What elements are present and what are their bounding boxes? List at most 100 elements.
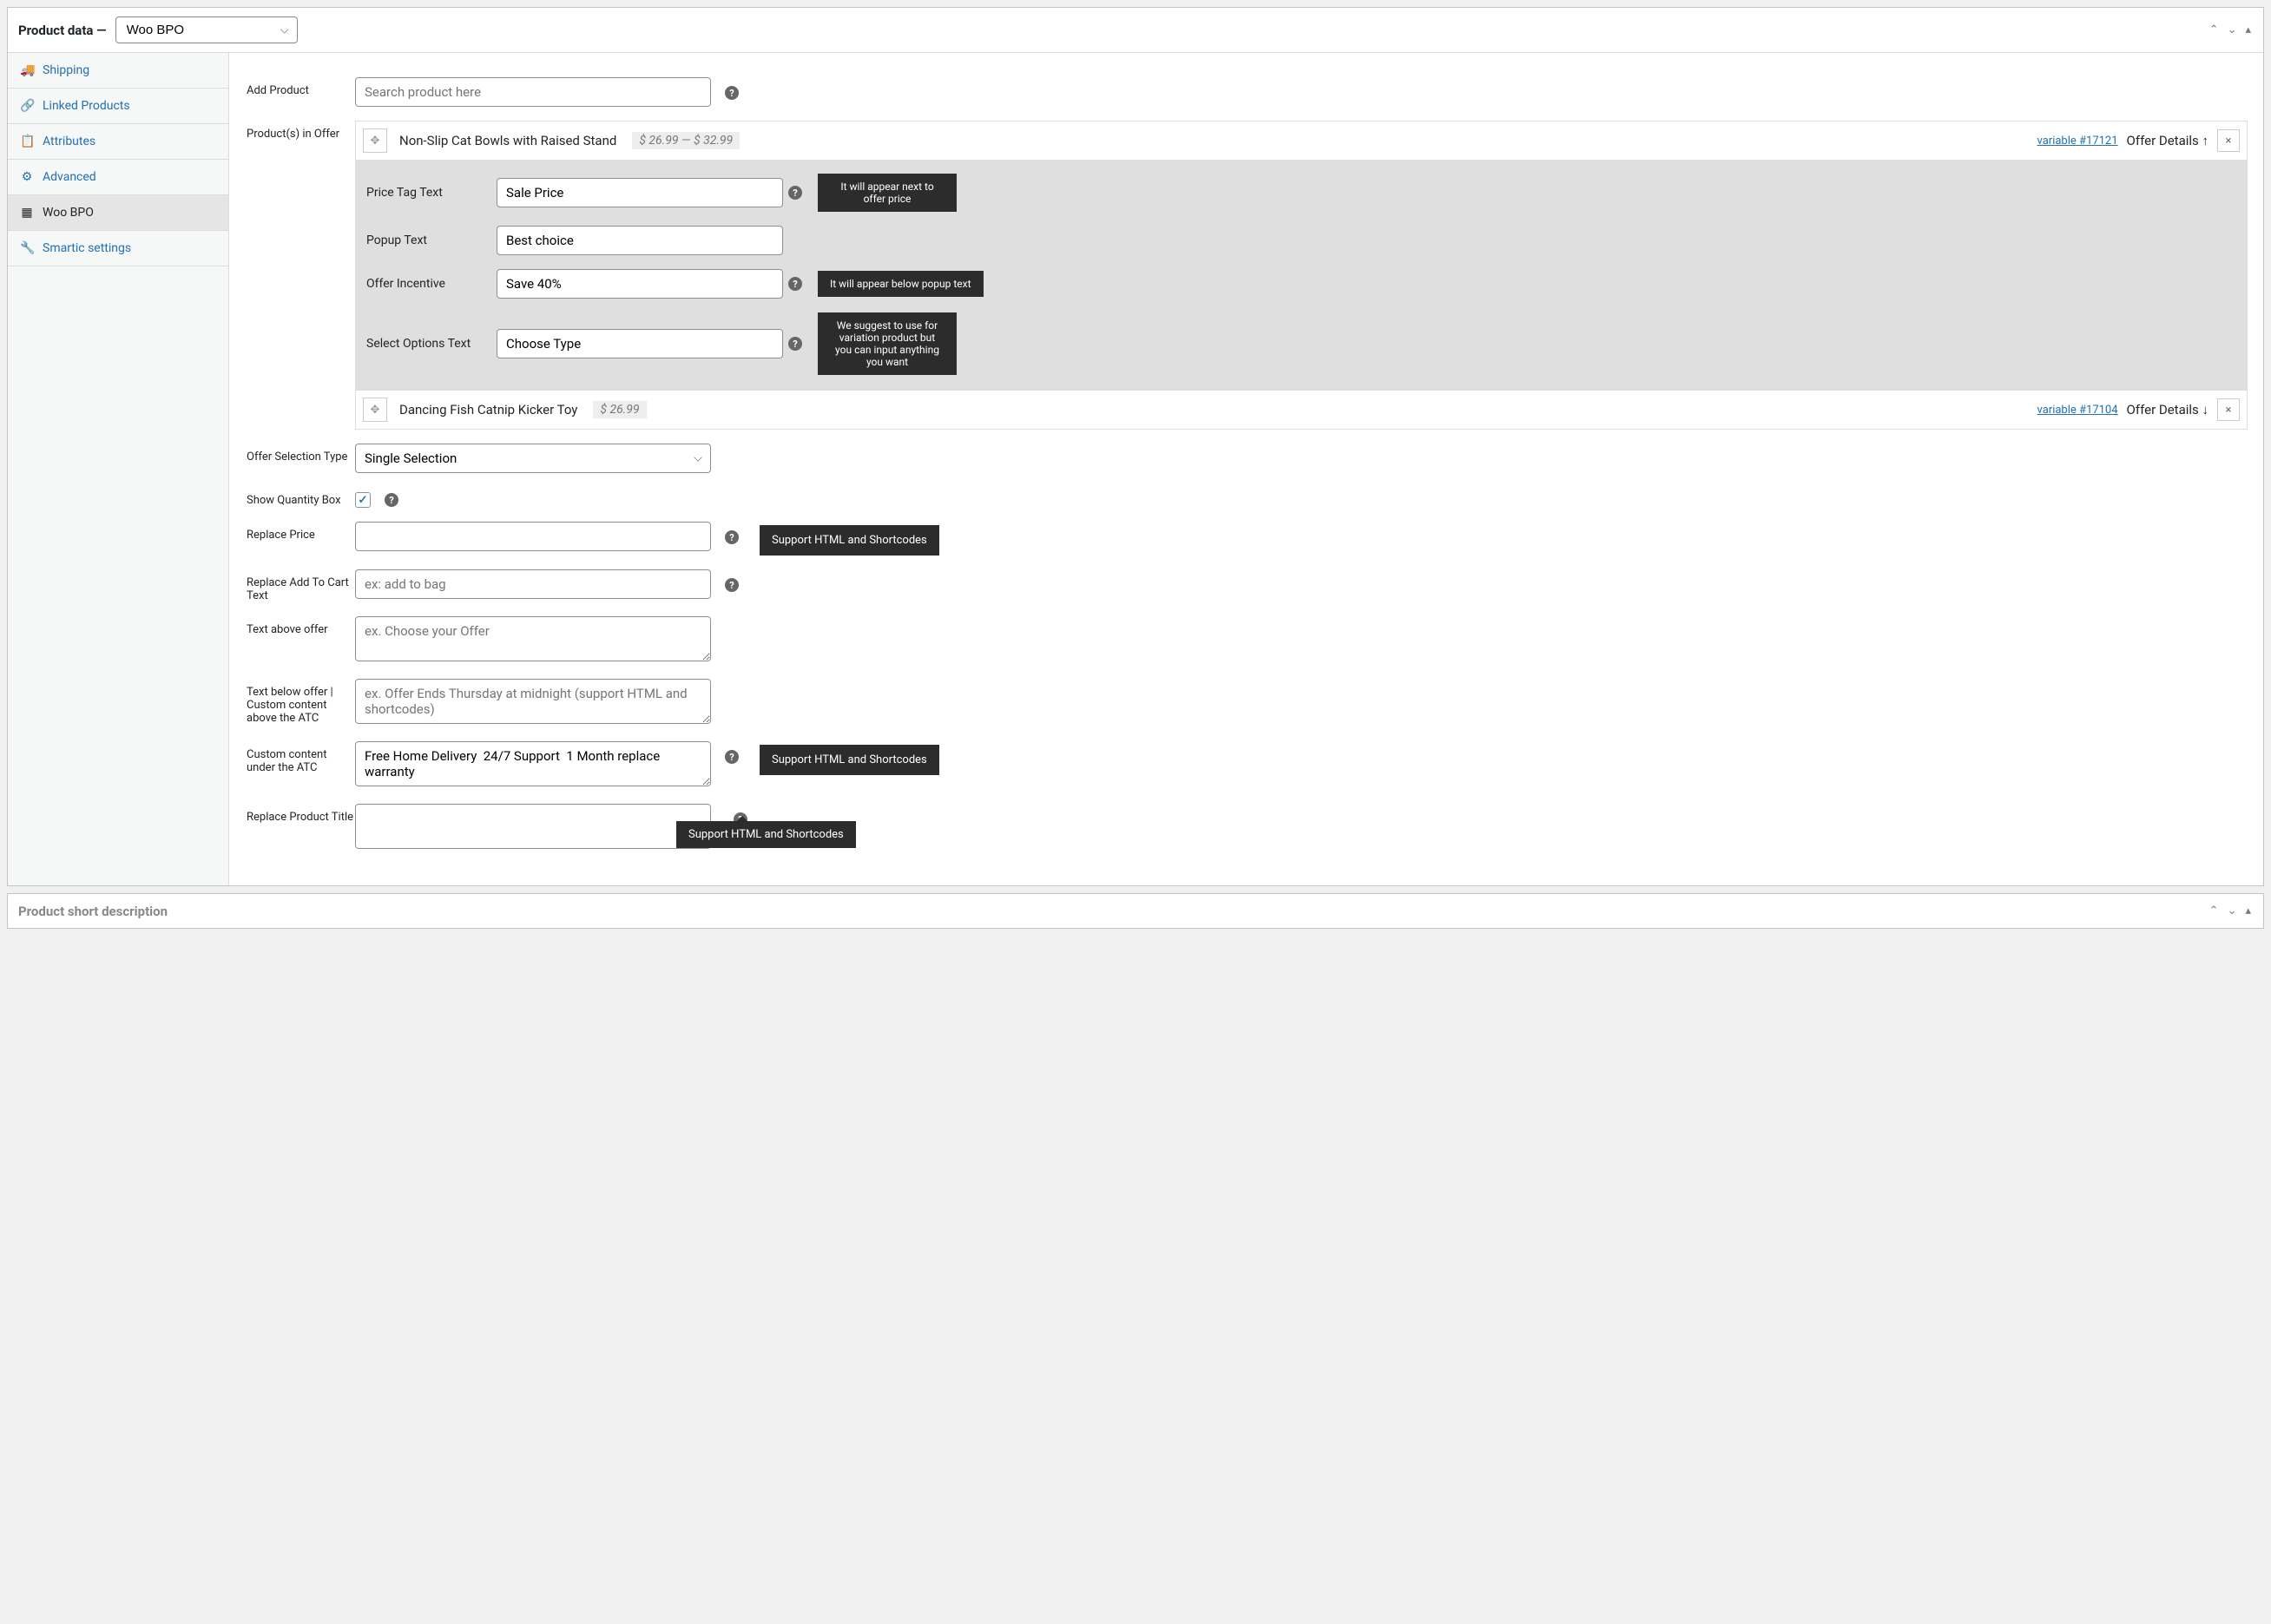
tooltip-support-html: Support HTML and Shortcodes xyxy=(676,821,856,848)
popup-text-input[interactable] xyxy=(497,226,783,255)
type-select-wrap: Woo BPO ⌵ xyxy=(115,16,298,43)
tooltip-select-options: We suggest to use for variation product … xyxy=(818,312,957,375)
offer-body: Price Tag Text ? It will appear next to … xyxy=(356,160,2247,389)
field-label: Select Options Text xyxy=(366,337,497,351)
field-label: Offer Selection Type xyxy=(229,444,355,464)
field-offer-selection-type: Offer Selection Type Single Selection ⌵ xyxy=(229,437,2263,480)
select-options-input[interactable] xyxy=(497,329,783,358)
field-label: Show Quantity Box xyxy=(229,487,355,507)
add-product-input[interactable] xyxy=(355,77,711,107)
field-label: Add Product xyxy=(229,77,355,97)
help-icon[interactable]: ? xyxy=(385,493,398,507)
field-price-tag: Price Tag Text ? It will appear next to … xyxy=(356,167,2247,219)
sidebar-item-label: Woo BPO xyxy=(43,206,94,220)
header-toggles: ⌃ ⌄ ▴ xyxy=(2208,22,2253,38)
field-label: Replace Product Title xyxy=(229,804,355,824)
field-label: Replace Price xyxy=(229,522,355,542)
remove-offer-icon[interactable]: × xyxy=(2217,129,2240,152)
panel-move-up-icon[interactable]: ⌃ xyxy=(2208,903,2221,919)
text-below-textarea[interactable] xyxy=(355,679,711,724)
panel-title: Product data — xyxy=(18,23,107,38)
field-replace-title: Replace Product Title ? Support HTML and… xyxy=(229,797,2263,859)
replace-price-input[interactable] xyxy=(355,522,711,551)
panel-collapse-icon[interactable]: ▴ xyxy=(2243,903,2253,919)
variable-link[interactable]: variable #17104 xyxy=(2037,404,2118,417)
offer-details-toggle[interactable]: Offer Details ↑ xyxy=(2127,133,2208,148)
panel-body: 🚚 Shipping 🔗 Linked Products 📋 Attribute… xyxy=(8,53,2263,885)
drag-handle-icon[interactable]: ✥ xyxy=(363,128,387,153)
field-popup-text: Popup Text xyxy=(356,219,2247,262)
field-replace-atc: Replace Add To Cart Text ? xyxy=(229,562,2263,609)
help-icon[interactable]: ? xyxy=(725,750,739,764)
sidebar-item-advanced[interactable]: ⚙ Advanced xyxy=(8,160,228,195)
sidebar-item-shipping[interactable]: 🚚 Shipping xyxy=(8,53,228,89)
offer-name: Non-Slip Cat Bowls with Raised Stand xyxy=(399,133,616,148)
field-label: Popup Text xyxy=(366,233,497,247)
tooltip-support-html: Support HTML and Shortcodes xyxy=(760,745,939,775)
help-icon[interactable]: ? xyxy=(788,277,802,291)
panel-move-down-icon[interactable]: ⌄ xyxy=(2226,22,2239,38)
panel-collapse-icon[interactable]: ▴ xyxy=(2243,22,2253,38)
sidebar-item-label: Advanced xyxy=(43,170,96,184)
field-label: Replace Add To Cart Text xyxy=(229,569,355,602)
sidebar-item-woo-bpo[interactable]: ▦ Woo BPO xyxy=(8,195,228,231)
offer-selection-select[interactable]: Single Selection xyxy=(355,444,711,473)
list-icon: 📋 xyxy=(20,135,34,148)
help-icon[interactable]: ? xyxy=(725,530,739,544)
product-type-select[interactable]: Woo BPO xyxy=(115,16,298,43)
tooltip-incentive: It will appear below popup text xyxy=(818,271,984,297)
show-quantity-checkbox[interactable]: ✓ xyxy=(355,492,371,508)
sidebar-item-linked-products[interactable]: 🔗 Linked Products xyxy=(8,89,228,124)
field-show-quantity: Show Quantity Box ✓ ? xyxy=(229,480,2263,515)
product-data-panel: Product data — Woo BPO ⌵ ⌃ ⌄ ▴ 🚚 Shippin… xyxy=(7,7,2264,886)
field-products-in-offer: Product(s) in Offer ✥ Non-Slip Cat Bowls… xyxy=(229,114,2263,437)
offer-header: ✥ Dancing Fish Catnip Kicker Toy $ 26.99… xyxy=(356,391,2247,429)
field-replace-price: Replace Price ? Support HTML and Shortco… xyxy=(229,515,2263,562)
field-label: Text above offer xyxy=(229,616,355,636)
product-short-description-panel: Product short description ⌃ ⌄ ▴ xyxy=(7,893,2264,929)
panel-move-up-icon[interactable]: ⌃ xyxy=(2208,22,2221,38)
panel-header: Product data — Woo BPO ⌵ ⌃ ⌄ ▴ xyxy=(8,8,2263,53)
drag-handle-icon[interactable]: ✥ xyxy=(363,398,387,422)
field-label: Custom content under the ATC xyxy=(229,741,355,774)
help-icon[interactable]: ? xyxy=(725,86,739,100)
help-icon[interactable]: ? xyxy=(788,186,802,200)
sidebar-item-label: Shipping xyxy=(43,63,89,77)
replace-atc-input[interactable] xyxy=(355,569,711,599)
offer-incentive-input[interactable] xyxy=(497,269,783,299)
field-add-product: Add Product ? xyxy=(229,70,2263,114)
price-tag-input[interactable] xyxy=(497,178,783,207)
sidebar: 🚚 Shipping 🔗 Linked Products 📋 Attribute… xyxy=(8,53,229,885)
wrench-icon: 🔧 xyxy=(20,241,34,255)
field-offer-incentive: Offer Incentive ? It will appear below p… xyxy=(356,262,2247,306)
tooltip-price-tag: It will appear next to offer price xyxy=(818,174,957,212)
custom-under-textarea[interactable] xyxy=(355,741,711,786)
offer-price: $ 26.99 xyxy=(593,401,646,418)
help-icon[interactable]: ? xyxy=(788,337,802,351)
tooltip-wrap: ? Support HTML and Shortcodes xyxy=(728,804,747,826)
offer-item: ✥ Non-Slip Cat Bowls with Raised Stand $… xyxy=(355,121,2248,390)
sidebar-item-label: Smartic settings xyxy=(43,241,131,255)
offer-price: $ 26.99 — $ 32.99 xyxy=(632,132,740,149)
offer-item: ✥ Dancing Fish Catnip Kicker Toy $ 26.99… xyxy=(355,390,2248,430)
sidebar-item-attributes[interactable]: 📋 Attributes xyxy=(8,124,228,160)
main-content: Add Product ? Product(s) in Offer ✥ Non-… xyxy=(229,53,2263,885)
offer-details-toggle[interactable]: Offer Details ↓ xyxy=(2127,402,2208,418)
replace-title-textarea[interactable] xyxy=(355,804,711,849)
sidebar-item-smartic-settings[interactable]: 🔧 Smartic settings xyxy=(8,231,228,266)
text-above-textarea[interactable] xyxy=(355,616,711,661)
field-label: Price Tag Text xyxy=(366,186,497,200)
offers-list: ✥ Non-Slip Cat Bowls with Raised Stand $… xyxy=(355,121,2263,430)
panel-move-down-icon[interactable]: ⌄ xyxy=(2226,903,2239,919)
sidebar-item-label: Linked Products xyxy=(43,99,130,113)
variable-link[interactable]: variable #17121 xyxy=(2037,135,2118,148)
tooltip-support-html: Support HTML and Shortcodes xyxy=(760,525,939,556)
field-label: Text below offer | Custom content above … xyxy=(229,679,355,725)
sidebar-item-label: Attributes xyxy=(43,135,95,148)
grid-icon: ▦ xyxy=(20,206,34,220)
remove-offer-icon[interactable]: × xyxy=(2217,398,2240,421)
truck-icon: 🚚 xyxy=(20,63,34,77)
offer-name: Dancing Fish Catnip Kicker Toy xyxy=(399,402,577,418)
help-icon[interactable]: ? xyxy=(725,578,739,592)
gear-icon: ⚙ xyxy=(20,170,34,184)
